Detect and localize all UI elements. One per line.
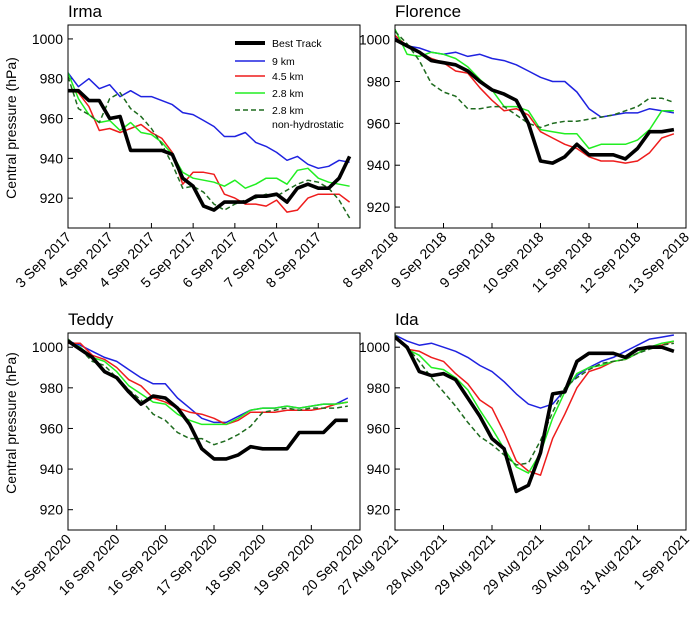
series-line-4-5-km — [68, 89, 351, 213]
series-line-9-km — [395, 334, 675, 409]
plot-frame — [67, 332, 361, 531]
ytick-label: 940 — [367, 461, 391, 477]
ytick-label: 960 — [40, 111, 64, 127]
ytick-label: 1000 — [359, 32, 390, 48]
ytick-label: 980 — [40, 380, 64, 396]
series-line-9-km — [395, 36, 675, 118]
series-line-2-8-km-non-hydrostatic — [395, 334, 675, 466]
legend-label-9km: 9 km — [272, 56, 295, 68]
panel-title: Irma — [68, 2, 103, 21]
panel-title: Teddy — [68, 310, 114, 329]
series-line-4-5-km — [68, 342, 348, 426]
series-line-2-8-km-non-hydrostatic — [68, 76, 351, 219]
ytick-label: 920 — [40, 502, 64, 518]
ytick-label: 920 — [40, 190, 64, 206]
series-line-2-8-km — [395, 28, 674, 150]
ylabel-bottom: Central pressure (hPa) — [3, 352, 19, 494]
ytick-label: 980 — [367, 380, 391, 396]
legend-label-4-5km: 4.5 km — [272, 71, 304, 83]
plot-frame — [67, 24, 361, 229]
series-line-2-8-km — [68, 340, 348, 426]
plot-frame — [394, 332, 687, 531]
ylabel-top: Central pressure (hPa) — [3, 57, 19, 199]
ytick-label: 940 — [40, 461, 64, 477]
ytick-label: 960 — [367, 115, 391, 131]
series-line-best-track — [395, 335, 675, 494]
ytick-label: 1000 — [359, 339, 390, 355]
legend-label-2-8km-nh: 2.8 km — [272, 105, 304, 117]
series-line-best-track — [68, 339, 348, 461]
legend-label-2-8km-nh-line2: non-hydrostatic — [272, 119, 344, 131]
legend-label-best-track: Best Track — [272, 38, 322, 50]
ytick-label: 920 — [367, 199, 391, 215]
ytick-label: 960 — [367, 420, 391, 436]
ytick-label: 1000 — [32, 31, 63, 47]
series-line-2-8-km — [68, 72, 350, 189]
ytick-label: 940 — [40, 150, 64, 166]
series-line-best-track — [68, 88, 352, 212]
series-line-best-track — [395, 38, 675, 165]
legend: Best Track 9 km 4.5 km 2.8 km 2.8 km non… — [235, 38, 344, 131]
panel-title: Ida — [395, 310, 419, 329]
series-line-2-8-km-non-hydrostatic — [68, 338, 348, 446]
ytick-label: 940 — [367, 157, 391, 173]
ytick-label: 1000 — [32, 339, 63, 355]
ytick-label: 980 — [40, 71, 64, 87]
panel-title: Florence — [395, 2, 461, 21]
series-line-9-km — [68, 72, 350, 170]
ytick-label: 960 — [40, 420, 64, 436]
ytick-label: 980 — [367, 74, 391, 90]
ytick-label: 920 — [367, 502, 391, 518]
series-line-2-8-km-non-hydrostatic — [395, 30, 675, 129]
legend-label-2-8km: 2.8 km — [272, 88, 304, 100]
plot-frame — [394, 24, 687, 229]
